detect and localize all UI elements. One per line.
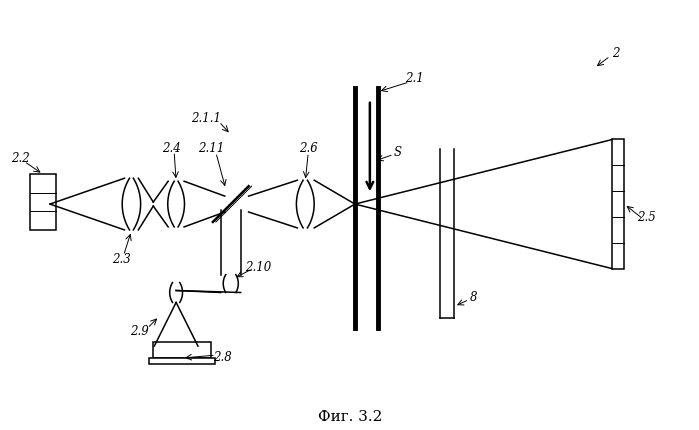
Text: 2.10: 2.10 bbox=[245, 261, 272, 273]
Text: 2.6: 2.6 bbox=[299, 141, 317, 154]
Text: 2.1.1: 2.1.1 bbox=[191, 112, 221, 125]
Text: S: S bbox=[394, 146, 402, 159]
Bar bbox=[153, 342, 211, 358]
Bar bbox=[150, 358, 215, 364]
Text: 2.3: 2.3 bbox=[112, 253, 131, 266]
Text: Фиг. 3.2: Фиг. 3.2 bbox=[318, 409, 382, 423]
Text: 2.9: 2.9 bbox=[130, 324, 149, 337]
Bar bbox=[612, 140, 624, 269]
Text: 2.8: 2.8 bbox=[213, 350, 232, 363]
Text: 2.5: 2.5 bbox=[637, 211, 656, 224]
Text: 2.2: 2.2 bbox=[10, 151, 29, 165]
Text: 2.1: 2.1 bbox=[405, 72, 424, 85]
Bar bbox=[30, 175, 56, 230]
Text: 2.11: 2.11 bbox=[198, 141, 224, 154]
Text: 2: 2 bbox=[612, 46, 620, 59]
Text: 2.4: 2.4 bbox=[161, 141, 180, 154]
Text: 8: 8 bbox=[470, 290, 477, 303]
